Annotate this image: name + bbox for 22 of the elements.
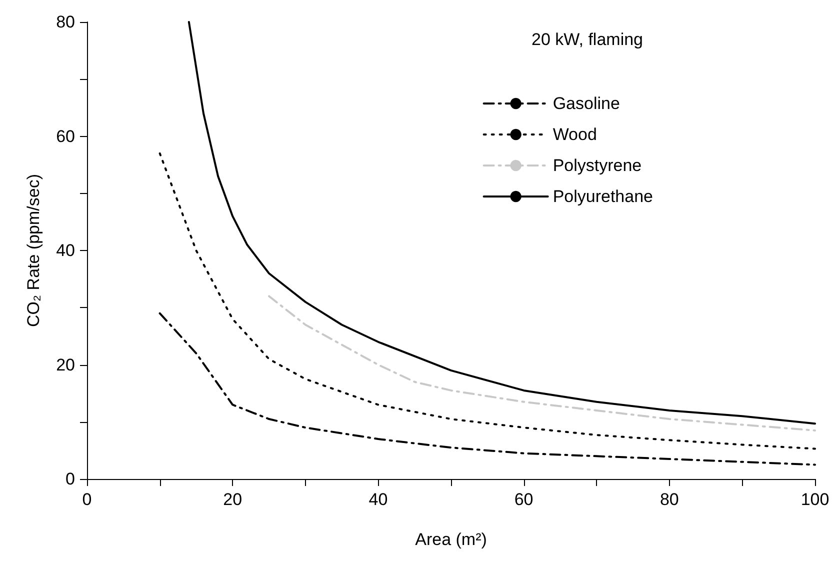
- line-series: [158, 312, 816, 466]
- line-series: [188, 21, 816, 425]
- x-tick-label: 80: [660, 490, 679, 509]
- legend-label: Polyurethane: [552, 187, 654, 206]
- y-tick-label: 60: [56, 126, 75, 146]
- x-tick-label: 100: [800, 490, 830, 509]
- y-tick-label: 20: [56, 355, 75, 374]
- y-axis-title: CO₂ Rate (ppm/sec): [24, 174, 43, 328]
- text: 20 kW, flaming: [532, 30, 644, 49]
- legend-label: Gasoline: [552, 94, 620, 113]
- line-series: [158, 152, 816, 450]
- x-tick-label: 20: [223, 490, 242, 509]
- legend-label: Wood: [552, 125, 597, 144]
- y-tick-label: 0: [66, 470, 75, 488]
- y-tick-label: 80: [56, 12, 75, 32]
- x-tick-label: 40: [368, 490, 388, 509]
- legend-label: Polystyrene: [552, 156, 642, 175]
- line-series: [268, 295, 816, 432]
- x-tick-label: 60: [514, 490, 534, 509]
- x-axis-title: Area (m²): [415, 530, 487, 549]
- x-tick-label: 0: [82, 490, 92, 509]
- y-tick-label: 40: [56, 241, 75, 260]
